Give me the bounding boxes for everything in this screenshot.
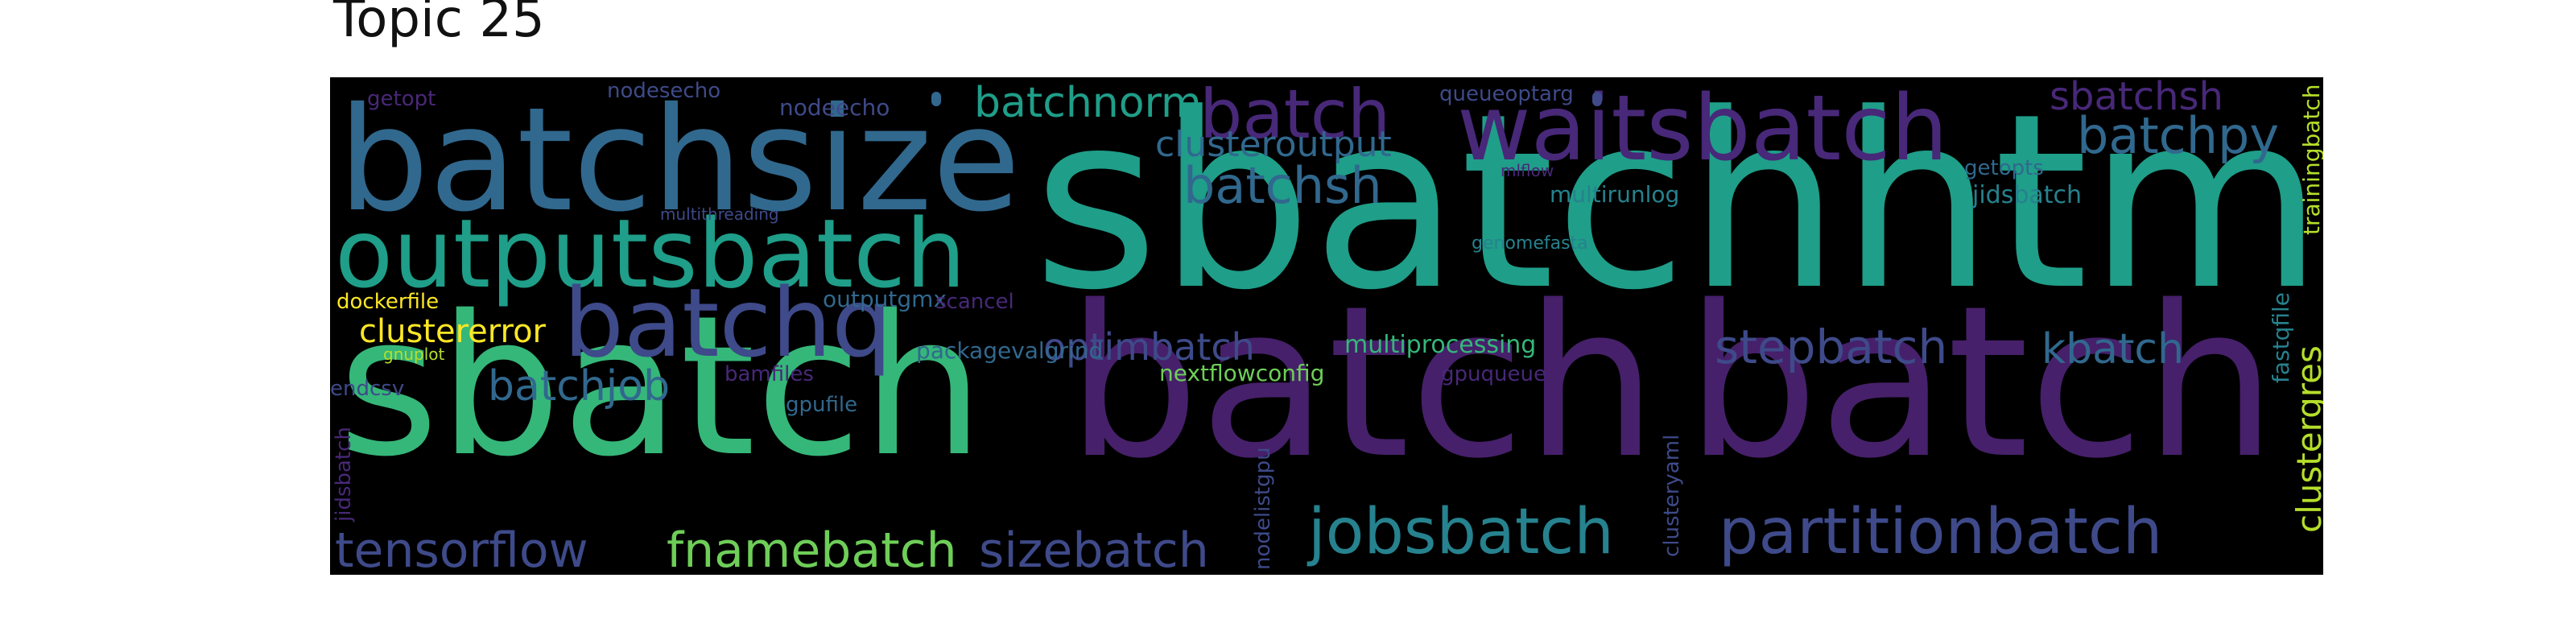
word-queueoptarg: getopt [367,87,436,111]
word-stepbatch: stepbatch [1715,320,1948,374]
word-fnamebatch: fnamebatch [667,522,957,575]
dot-marker [931,92,941,106]
dot-marker [1592,92,1602,106]
word-batch-medium: batch [1199,77,1391,154]
word-fastqfile: gnuplot [383,345,445,364]
word-outputgmx: dockerfile [336,290,440,314]
word-clustergres: trainingbatch [2298,84,2323,235]
word-jobsbatch: jobsbatch [1308,496,1614,568]
word-sbatchsh: sbatchsh [2050,77,2223,119]
word-batchsize: batchsize [338,77,1021,243]
word-tensorflow: tensorflow [335,522,588,575]
word-multithreading: mlflow [1501,161,1554,180]
word-gpufile: packagevalgrind [916,337,1104,364]
word-kbatch: kbatch [2041,325,2184,374]
word-optimbatch: optimbatch [1043,325,1255,369]
word-cloud: sbatchhtml batch batch sbatch batchsize … [330,77,2323,575]
word-jidsbatch-vertical: jidsbatch [332,427,356,522]
word-batchjob: batchjob [488,362,671,411]
word-batchpy: batchpy [2077,106,2280,165]
word-gpuqueue: bamfiles [724,362,814,386]
word-sbatchhtml: sbatchhtml [1033,77,2323,343]
chart-title: Topic 25 [333,0,545,49]
word-clustererror: clustergres [2289,345,2323,533]
word-jidsbatch: clustererror [359,313,546,350]
word-clusteryaml: clusteryaml [1660,434,1684,557]
word-bamfiles: endcsv [330,377,405,401]
word-batch-big-1: batch [1067,262,1658,505]
word-outputsbatch: outputsbatch [335,198,966,309]
word-mlflow: genomefasta [1472,233,1588,254]
word-genomefasta: gpuqueue [1441,362,1546,386]
word-batchnorm: batchnorm [974,79,1202,127]
word-clusteroutput: clusteroutput [1155,124,1392,165]
word-dockerfile: queueoptarg [1439,82,1574,106]
word-sbatch: sbatch [338,274,985,499]
word-batchq: batchq [564,267,893,378]
word-nodeecho: gpufile [786,393,858,417]
word-waitsbatch: waitsbatch [1457,77,1948,181]
word-getopts: multirunlog [1550,181,1680,208]
word-nodelistgpu: nodelistgpu [1251,447,1275,570]
word-gnuplot: multithreading [660,204,779,224]
word-endcsv: scancel [935,290,1014,314]
word-partitionbatch: partitionbatch [1719,496,2163,568]
word-getopt: nodesecho [607,79,721,103]
word-batchsh: batchsh [1183,156,1382,215]
word-packagevalgrind: getopts [1964,156,2044,180]
word-multirunlog: nextflowconfig [1159,360,1325,386]
word-sizebatch: sizebatch [979,522,1209,575]
word-multiprocessing: jidsbatch [1972,181,2083,209]
word-batch-big-2: batch [1686,262,2277,505]
word-nextflowconfig: multiprocessing [1344,331,1537,359]
word-scancel: outputgmx [823,286,947,312]
word-nodesecho: nodeecho [779,94,890,121]
